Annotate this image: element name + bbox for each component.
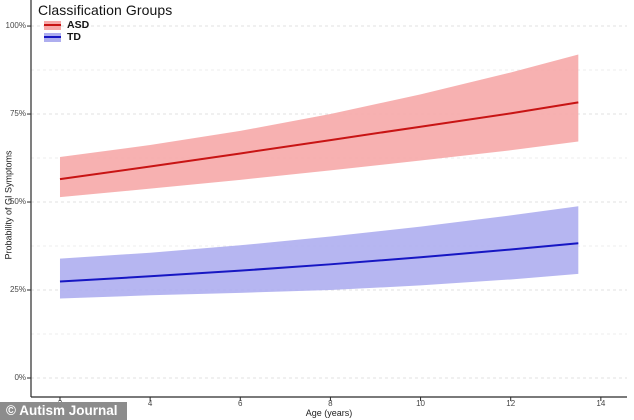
x-tick-label: 12: [506, 399, 516, 408]
x-tick-label: 4: [147, 399, 153, 408]
td-confidence-band: [59, 206, 579, 299]
asd-trend-line: [59, 101, 579, 181]
x-axis-title: Age (years): [305, 408, 353, 418]
x-tick-label: 6: [238, 399, 243, 408]
legend-item-asd: ASD: [44, 19, 172, 31]
x-tick-label: 8: [328, 399, 333, 408]
y-axis-title: Probability of GI Symptoms: [3, 150, 14, 260]
td-key-swatch-icon: [44, 32, 61, 42]
legend-title: Classification Groups: [38, 2, 173, 18]
legend-item-label: ASD: [67, 19, 90, 31]
y-tick-label: 50%: [9, 197, 26, 207]
legend: Classification Groups ASD TD: [38, 2, 172, 44]
y-tick-label: 0%: [14, 372, 26, 382]
watermark: © Autism Journal: [0, 402, 128, 420]
y-tick-label: 100%: [5, 21, 26, 31]
asd-confidence-band: [59, 54, 579, 198]
legend-item-td: TD: [44, 31, 172, 43]
y-tick-label: 25%: [9, 285, 26, 294]
asd-key-swatch-icon: [44, 20, 61, 30]
x-tick-label: 10: [416, 399, 426, 408]
x-tick-label: 14: [596, 399, 606, 408]
y-tick-label: 75%: [9, 109, 26, 119]
legend-item-label: TD: [67, 31, 81, 43]
td-trend-line: [59, 242, 579, 283]
